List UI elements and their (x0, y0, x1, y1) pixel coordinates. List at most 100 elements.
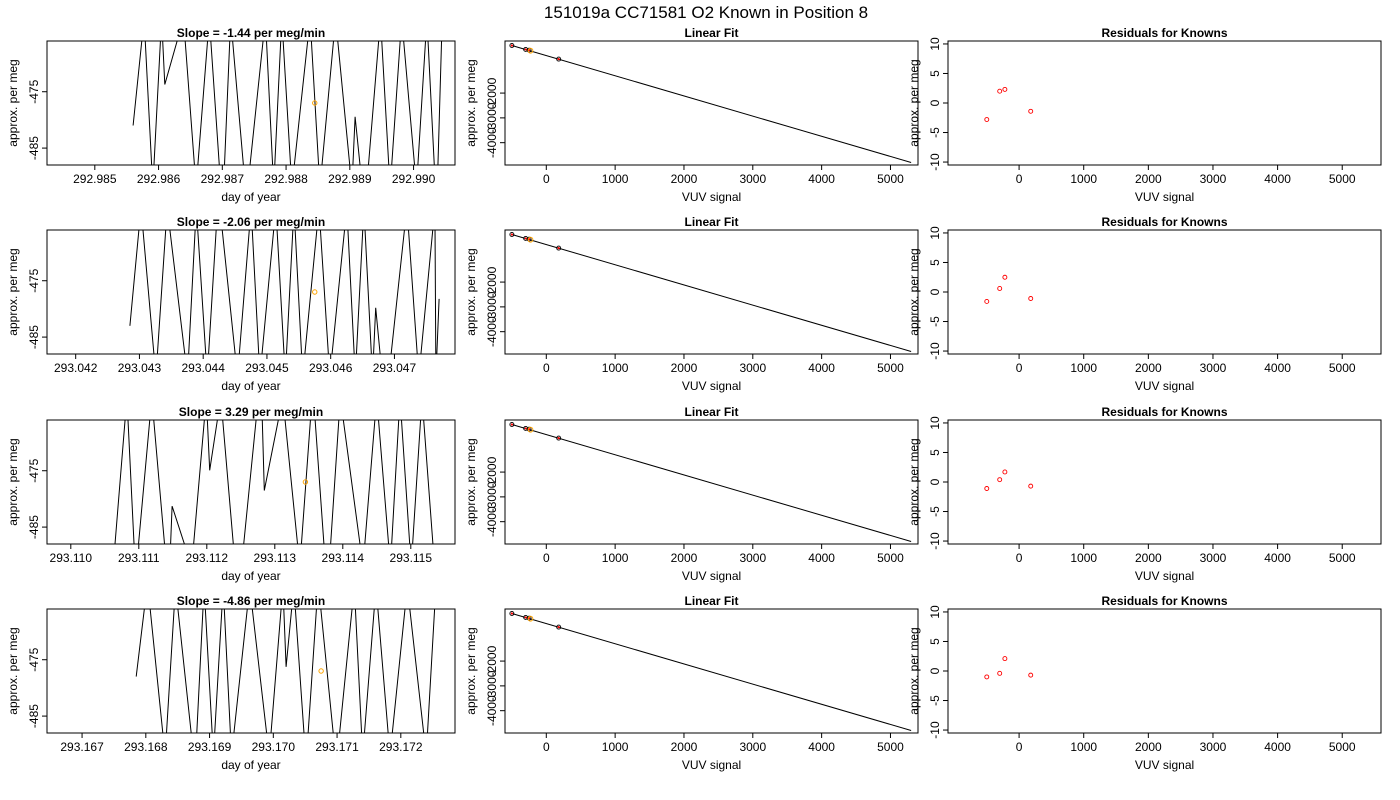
x-tick-label: 292.990 (392, 172, 436, 186)
data-point (556, 435, 562, 441)
panel-content (132, 41, 443, 165)
x-tick-label: 5000 (877, 361, 904, 375)
y-tick-label: -10 (928, 721, 942, 739)
data-point (1002, 656, 1008, 662)
panel-3-2: Residuals for Knowns 0 1000 2000 3000 4000 500… (907, 594, 1382, 772)
y-tick-label: 0 (928, 667, 942, 674)
x-tick-label: 5000 (1329, 551, 1356, 565)
panel-3-0: Slope = -4.86 per meg/min 293.167 293.168 2… (6, 594, 456, 772)
panel-title: Slope = 3.29 per meg/min (179, 405, 323, 419)
y-tick-label: -4000 (485, 316, 499, 347)
x-tick-label: 293.113 (254, 551, 297, 565)
x-tick-label: 4000 (1264, 551, 1291, 565)
x-tick-label: 293.170 (252, 740, 296, 754)
x-tick-label: 5000 (1329, 172, 1356, 186)
panel-content (135, 609, 436, 733)
y-tick-label: -485 (27, 704, 41, 728)
x-tick-label: 4000 (1264, 172, 1291, 186)
data-point (984, 674, 990, 680)
y-tick-label: 5 (928, 70, 942, 77)
y-tick-label: 5 (928, 259, 942, 266)
y-tick-label: -2000 (485, 645, 499, 676)
x-tick-label: 0 (543, 172, 550, 186)
data-point (1028, 483, 1034, 489)
x-tick-label: 293.112 (186, 551, 229, 565)
x-tick-label: 1000 (602, 551, 629, 565)
y-tick-label: -4000 (485, 127, 499, 158)
y-axis-label: approx. per meg (6, 248, 20, 335)
data-point (556, 245, 562, 251)
x-tick-label: 293.168 (124, 740, 168, 754)
plot-frame (504, 229, 919, 355)
plot-frame (46, 608, 456, 734)
y-tick-label: -5 (928, 695, 942, 706)
x-tick-label: 293.046 (309, 361, 353, 375)
data-point-center (510, 423, 513, 426)
marker-point (302, 479, 309, 485)
x-tick-label: 2000 (671, 172, 698, 186)
y-axis-label: approx. per meg (6, 627, 20, 714)
figure-title: 151019a CC71581 O2 Known in Position 8 (544, 3, 868, 22)
x-axis-label: VUV signal (682, 190, 741, 204)
data-point-center (510, 44, 513, 47)
data-point (1028, 672, 1034, 678)
marker-point (318, 668, 324, 674)
y-tick-label: 5 (928, 449, 942, 456)
panel-content (509, 422, 912, 542)
y-axis-label: approx. per meg (907, 248, 921, 335)
x-tick-label: 292.985 (73, 172, 117, 186)
x-tick-label: 2000 (671, 551, 698, 565)
data-point-center (510, 612, 513, 615)
data-point-center (524, 48, 527, 51)
y-axis-label: approx. per meg (464, 248, 478, 335)
y-tick-label: -3000 (485, 102, 499, 133)
y-tick-label: -475 (27, 647, 41, 671)
x-tick-label: 4000 (808, 361, 835, 375)
data-point-center (524, 237, 527, 240)
panel-content (509, 232, 912, 352)
x-axis-label: VUV signal (682, 758, 741, 772)
x-tick-label: 4000 (1264, 361, 1291, 375)
data-point (1028, 108, 1034, 114)
marker-point (312, 289, 318, 295)
panel-2-0: Slope = 3.29 per meg/min 293.110 293.111 29… (6, 405, 456, 583)
x-tick-label: 3000 (739, 361, 766, 375)
x-tick-label: 292.987 (201, 172, 245, 186)
data-point (1002, 86, 1008, 92)
x-tick-label: 4000 (1264, 740, 1291, 754)
y-tick-label: 10 (928, 416, 942, 430)
data-point (984, 486, 990, 491)
x-tick-label: 2000 (1135, 740, 1162, 754)
fit-line (511, 44, 912, 163)
plot-frame (947, 40, 1382, 166)
data-point (997, 286, 1003, 291)
data-point (509, 422, 515, 427)
x-tick-label: 293.043 (118, 361, 162, 375)
x-tick-label: 293.114 (322, 551, 365, 565)
data-point-center (524, 427, 527, 430)
data-point (997, 88, 1003, 94)
y-tick-label: -2000 (485, 77, 499, 108)
data-point-center (557, 247, 560, 250)
trace-line (129, 230, 440, 354)
x-tick-label: 293.169 (188, 740, 232, 754)
fit-line (511, 233, 912, 352)
highlight-point (527, 426, 534, 433)
data-point (1002, 274, 1008, 280)
x-tick-label: 1000 (602, 740, 629, 754)
x-axis-label: day of year (221, 758, 280, 772)
marker-point (312, 100, 318, 106)
highlight-point (527, 615, 534, 622)
x-tick-label: 1000 (602, 361, 629, 375)
panel-title: Linear Fit (684, 215, 738, 229)
y-tick-label: -5 (928, 506, 942, 517)
y-tick-label: -5 (928, 127, 942, 138)
y-axis-label: approx. per meg (464, 627, 478, 714)
data-point-center (557, 58, 560, 61)
x-tick-label: 3000 (739, 551, 766, 565)
x-tick-label: 293.044 (181, 361, 225, 375)
panel-content (114, 420, 434, 544)
trace-line (132, 41, 443, 165)
panel-content (984, 469, 1034, 491)
x-tick-label: 4000 (808, 172, 835, 186)
